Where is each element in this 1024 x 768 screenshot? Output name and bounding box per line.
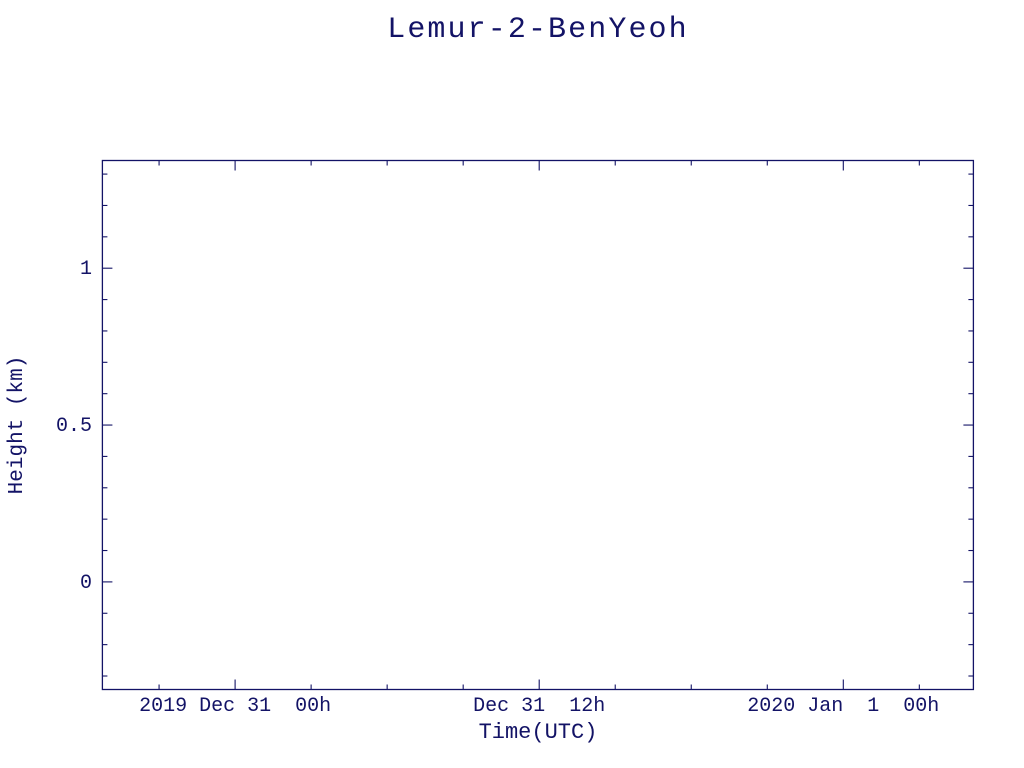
svg-text:Height (km): Height (km) [6,356,29,495]
svg-text:1: 1 [80,258,92,281]
svg-text:2019 Dec 31 00h: 2019 Dec 31 00h [139,695,331,718]
svg-text:0: 0 [80,572,92,595]
svg-text:0.5: 0.5 [56,415,92,438]
svg-text:Dec 31 12h: Dec 31 12h [473,695,605,718]
svg-text:2020 Jan 1 00h: 2020 Jan 1 00h [747,695,939,718]
svg-text:Time(UTC): Time(UTC) [479,720,598,745]
svg-text:Lemur-2-BenYeoh: Lemur-2-BenYeoh [387,13,689,47]
